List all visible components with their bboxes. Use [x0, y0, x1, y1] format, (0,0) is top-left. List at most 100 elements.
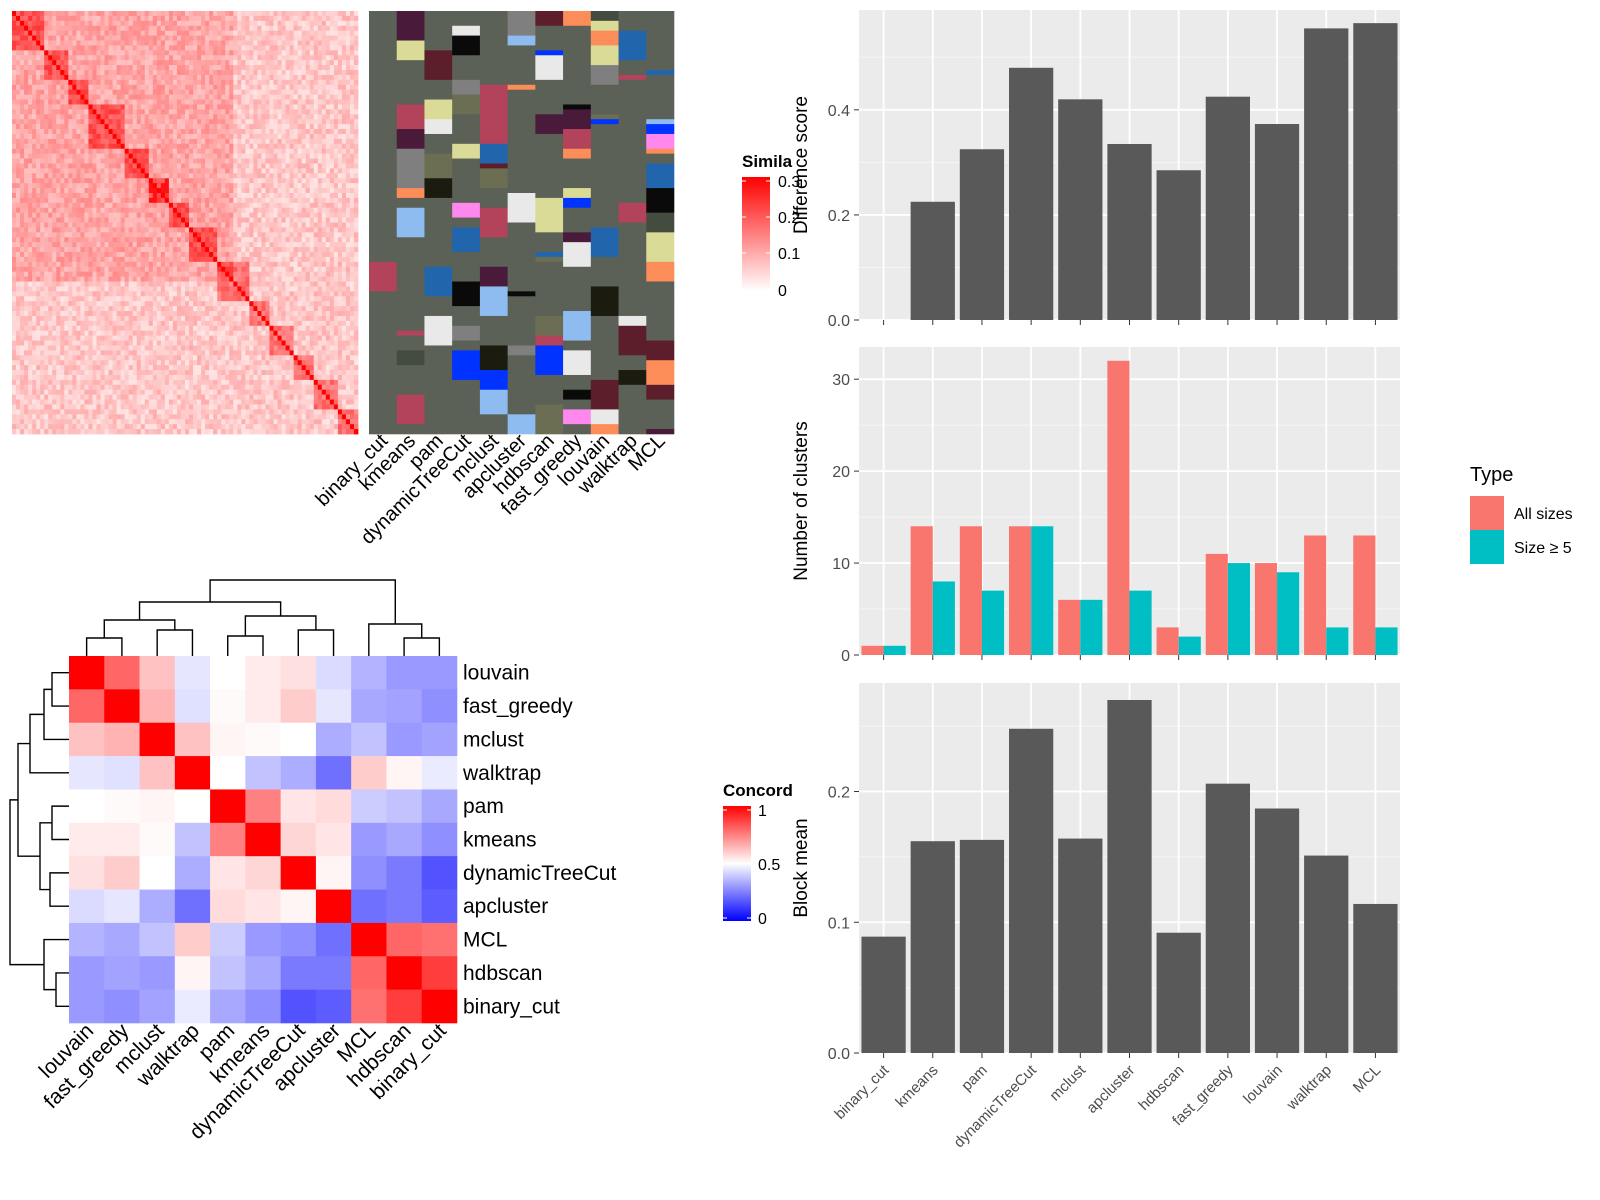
similarity-cell: [257, 35, 262, 41]
similarity-cell: [104, 133, 109, 140]
similarity-cell: [56, 261, 61, 268]
similarity-cell: [160, 138, 166, 145]
similarity-cell: [20, 168, 25, 174]
similarity-cell: [253, 84, 258, 91]
similarity-cell: [309, 291, 315, 297]
similarity-cell: [265, 183, 270, 189]
similarity-cell: [349, 79, 355, 86]
similarity-cell: [185, 261, 190, 268]
similarity-cell: [28, 84, 33, 91]
similarity-cell: [72, 124, 77, 130]
similarity-cell: [305, 114, 311, 120]
similarity-cell: [245, 60, 250, 66]
similarity-cell: [120, 197, 126, 204]
similarity-cell: [333, 168, 339, 174]
similarity-cell: [209, 124, 214, 130]
similarity-cell: [92, 148, 97, 155]
similarity-cell: [144, 286, 150, 292]
similarity-cell: [233, 202, 238, 209]
similarity-cell: [225, 212, 230, 218]
similarity-cell: [333, 30, 339, 36]
similarity-cell: [88, 227, 93, 233]
similarity-cell: [333, 11, 339, 17]
similarity-cell: [112, 173, 117, 179]
similarity-cell: [217, 266, 222, 273]
similarity-cell: [44, 40, 49, 46]
similarity-cell: [257, 25, 262, 32]
similarity-cell: [345, 40, 351, 46]
similarity-cell: [233, 124, 238, 130]
similarity-cell: [241, 207, 246, 214]
similarity-cell: [317, 237, 323, 243]
similarity-cell: [197, 252, 202, 258]
similarity-cell: [221, 286, 226, 292]
similarity-cell: [16, 129, 21, 135]
similarity-cell: [265, 163, 270, 169]
similarity-cell: [40, 129, 45, 135]
similarity-cell: [44, 183, 49, 189]
similarity-cell: [253, 183, 258, 189]
similarity-cell: [285, 70, 290, 76]
similarity-cell: [253, 79, 258, 86]
similarity-cell: [24, 188, 29, 194]
similarity-cell: [241, 291, 246, 297]
similarity-cell: [116, 45, 122, 51]
similarity-cell: [124, 163, 130, 169]
similarity-cell: [72, 173, 77, 179]
similarity-cell: [124, 55, 130, 61]
similarity-cell: [160, 74, 166, 81]
similarity-cell: [309, 281, 315, 287]
similarity-cell: [281, 65, 286, 71]
similarity-cell: [128, 129, 134, 135]
similarity-cell: [325, 143, 331, 150]
similarity-cell: [325, 266, 331, 273]
similarity-cell: [185, 148, 190, 155]
similarity-cell: [132, 65, 138, 71]
similarity-cell: [233, 104, 238, 110]
similarity-cell: [180, 158, 186, 164]
similarity-cell: [64, 55, 69, 61]
similarity-cell: [116, 256, 122, 263]
similarity-cell: [176, 252, 182, 258]
similarity-cell: [293, 89, 299, 96]
similarity-cell: [289, 271, 295, 278]
similarity-cell: [229, 148, 234, 155]
similarity-cell: [132, 192, 138, 199]
similarity-cell: [12, 197, 17, 204]
similarity-cell: [120, 70, 126, 76]
similarity-cell: [309, 271, 315, 278]
similarity-cell: [197, 247, 202, 253]
similarity-cell: [189, 202, 194, 209]
similarity-cell: [180, 168, 186, 174]
similarity-cell: [28, 276, 33, 282]
similarity-cell: [197, 109, 202, 115]
similarity-cell: [253, 227, 258, 233]
similarity-cell: [20, 183, 25, 189]
similarity-cell: [241, 74, 246, 81]
similarity-cell: [172, 192, 178, 199]
similarity-cell: [16, 207, 21, 214]
similarity-cell: [337, 74, 343, 81]
similarity-cell: [40, 271, 45, 278]
similarity-cell: [273, 271, 278, 278]
similarity-cell: [112, 25, 117, 32]
similarity-cell: [104, 276, 109, 282]
similarity-cell: [201, 11, 206, 17]
similarity-cell: [285, 114, 290, 120]
similarity-cell: [297, 30, 303, 36]
similarity-cell: [277, 261, 282, 268]
similarity-cell: [84, 271, 89, 278]
similarity-cell: [285, 84, 290, 91]
similarity-cell: [128, 237, 134, 243]
similarity-cell: [205, 173, 210, 179]
similarity-cell: [221, 276, 226, 282]
similarity-cell: [84, 65, 89, 71]
similarity-cell: [180, 104, 186, 110]
similarity-cell: [301, 188, 307, 194]
similarity-cell: [164, 55, 170, 61]
similarity-cell: [245, 133, 250, 140]
similarity-cell: [176, 79, 182, 86]
similarity-cell: [205, 11, 210, 17]
similarity-cell: [313, 168, 319, 174]
similarity-cell: [329, 15, 335, 22]
